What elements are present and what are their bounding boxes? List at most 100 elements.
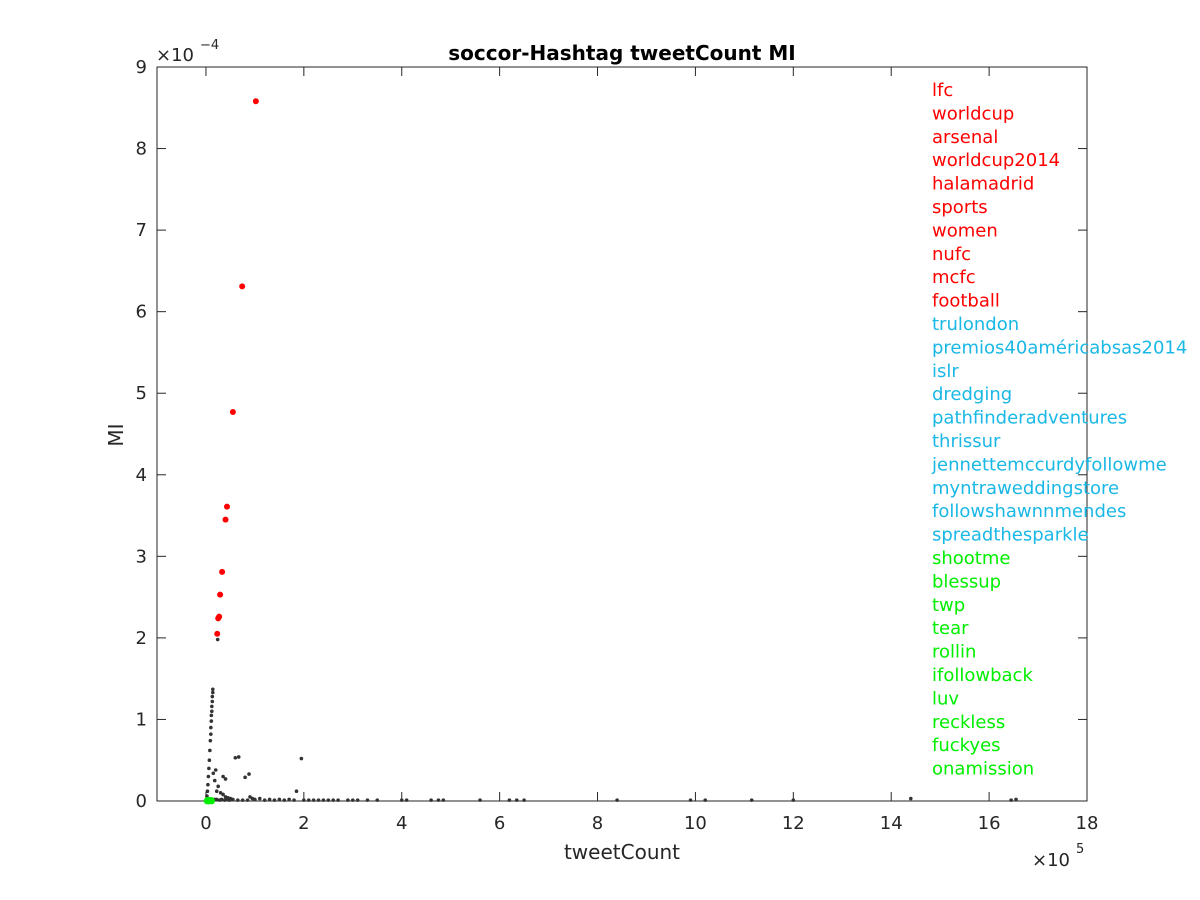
legend-item: ifollowback	[932, 665, 1033, 686]
data-point-other	[211, 687, 215, 692]
data-point-top	[229, 408, 236, 415]
data-point-other	[355, 798, 360, 802]
y-tick-label: 5	[136, 383, 147, 404]
legend-item: shootme	[932, 548, 1010, 569]
data-point-other	[236, 755, 241, 759]
x-tick-label: 2	[298, 813, 309, 834]
data-point-other	[223, 777, 228, 781]
legend-item: islr	[932, 361, 959, 382]
legend-item: followshawnnmendes	[932, 501, 1126, 522]
data-point-other	[311, 798, 316, 802]
data-point-other	[208, 738, 213, 743]
legend-item: dredging	[932, 384, 1012, 405]
legend-item: tear	[932, 618, 969, 639]
data-point-other	[703, 798, 708, 802]
data-point-other	[350, 798, 355, 802]
legend-item: nufc	[932, 244, 971, 265]
data-point-bottom	[205, 797, 212, 805]
data-point-other	[749, 798, 754, 802]
data-point-other	[282, 798, 287, 802]
chart-title: soccor-Hashtag tweetCount MI	[448, 41, 795, 65]
data-point-other	[214, 797, 219, 802]
data-point-other	[262, 798, 267, 802]
legend-item: worldcup	[932, 103, 1014, 124]
data-point-other	[213, 768, 218, 772]
data-point-other	[212, 778, 217, 783]
data-point-other	[210, 699, 215, 704]
data-point-other	[306, 798, 311, 802]
data-point-other	[205, 789, 210, 794]
data-point-top	[252, 98, 259, 105]
y-tick-label: 3	[136, 546, 147, 567]
legend-item: jennettemccurdyfollowme	[931, 454, 1167, 475]
data-point-other	[247, 772, 251, 776]
x-tick-label: 0	[200, 813, 211, 834]
data-point-other	[209, 719, 214, 723]
x-tick-label: 4	[396, 813, 407, 834]
data-point-other	[233, 755, 238, 760]
data-point-top	[214, 630, 221, 637]
data-point-other	[908, 796, 913, 801]
plot-area-border	[156, 66, 1088, 802]
data-point-other	[346, 798, 350, 802]
legend-item: sports	[932, 197, 988, 218]
data-point-other	[215, 637, 220, 642]
x-tick-label: 6	[494, 813, 505, 834]
legend-item: trulondon	[932, 314, 1019, 335]
data-point-other	[224, 797, 229, 802]
x-tick-label: 12	[782, 813, 805, 834]
data-point-other	[615, 798, 619, 802]
data-point-other	[478, 798, 482, 802]
data-point-other	[253, 797, 257, 802]
data-point-other	[791, 798, 796, 802]
x-multiplier-exponent: 5	[1076, 842, 1084, 857]
data-point-other	[206, 774, 211, 779]
data-point-other	[404, 798, 409, 802]
legend-item: worldcup2014	[932, 150, 1060, 171]
data-point-other	[221, 774, 225, 779]
x-axis-ticks: 0 2 4 6 8 10 12 14 16 18	[200, 67, 1098, 834]
y-multiplier-exponent: −4	[200, 38, 219, 53]
data-point-other	[211, 690, 215, 695]
data-point-other	[210, 704, 214, 709]
y-axis-multiplier: ×10 −4	[156, 38, 219, 66]
legend-item: onamission	[932, 759, 1034, 780]
data-point-other	[399, 798, 404, 802]
data-point-other	[336, 798, 340, 802]
data-point-other	[207, 766, 211, 771]
data-points	[203, 98, 1018, 805]
data-point-other	[287, 797, 291, 802]
y-multiplier-base: ×10	[156, 45, 194, 66]
legend-item: arsenal	[932, 127, 998, 148]
legend-item: pathfinderadventures	[932, 408, 1127, 429]
legend-item: women	[932, 220, 998, 241]
data-point-other	[209, 732, 213, 736]
y-tick-label: 4	[136, 465, 147, 486]
legend-item: mcfc	[932, 267, 976, 288]
data-point-other	[294, 789, 299, 794]
legend-item: spreadthesparkle	[932, 525, 1089, 546]
data-point-other	[210, 709, 214, 714]
data-point-other	[1009, 798, 1013, 802]
data-point-other	[441, 798, 446, 802]
x-multiplier-base: ×10	[1032, 850, 1070, 871]
data-point-other	[436, 798, 441, 802]
y-tick-label: 7	[136, 220, 147, 241]
data-point-other	[267, 797, 272, 802]
y-tick-label: 8	[136, 139, 147, 160]
data-point-other	[522, 798, 526, 802]
legend-item: thrissur	[932, 431, 1001, 452]
data-point-other	[277, 797, 282, 802]
data-point-other	[302, 798, 306, 802]
data-point-top	[217, 591, 224, 598]
y-axis-ticks: 0 1 2 3 4 5 6 7 8 9	[136, 57, 1087, 812]
data-point-other	[227, 798, 232, 802]
data-point-other	[1014, 797, 1018, 802]
y-tick-label: 6	[136, 302, 147, 323]
data-point-other	[688, 798, 693, 802]
legend-item: reckless	[932, 712, 1005, 733]
legend-item: football	[932, 291, 1000, 312]
data-point-other	[272, 798, 277, 802]
x-axis-label: tweetCount	[564, 840, 680, 864]
data-point-other	[257, 796, 262, 801]
